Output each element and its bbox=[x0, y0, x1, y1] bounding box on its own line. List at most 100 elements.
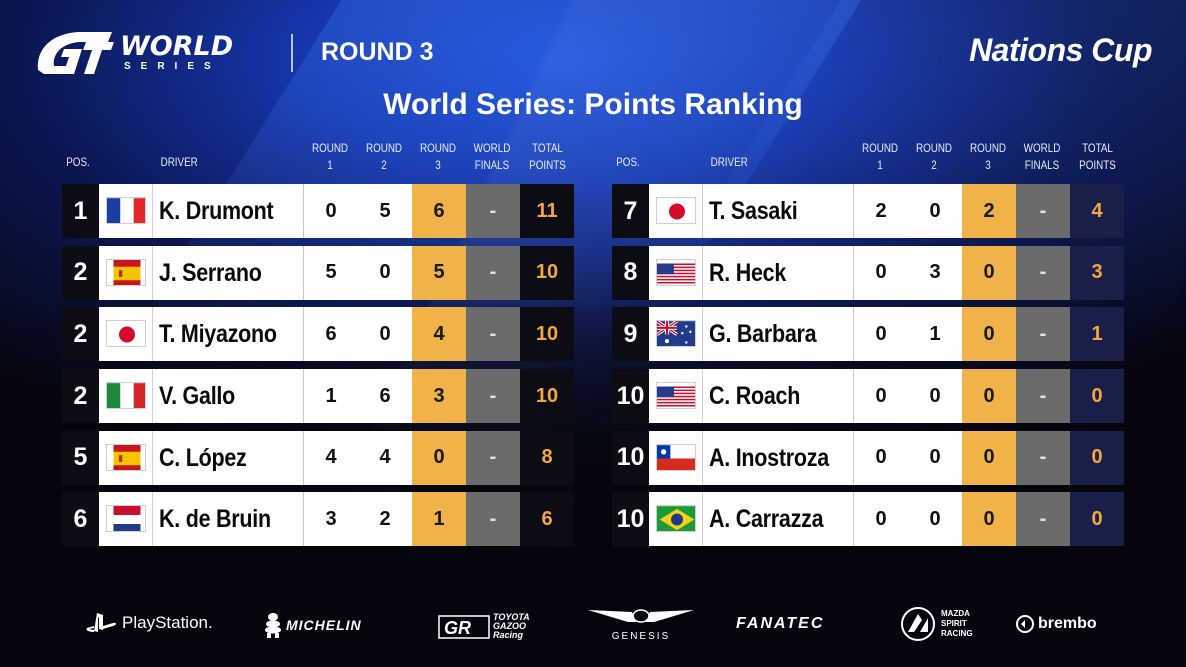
brembo-logo: brembo bbox=[1015, 614, 1097, 634]
total-points: 10 bbox=[520, 369, 574, 424]
total-points: 4 bbox=[1070, 184, 1124, 238]
table-row: 2 J. Serrano 5 0 5-10 bbox=[62, 245, 574, 300]
cell-divider bbox=[702, 184, 703, 238]
col-round3: ROUND 3 bbox=[969, 141, 1007, 172]
driver-cell: G. Barbara bbox=[649, 307, 853, 362]
driver-cell: T. Miyazono bbox=[99, 307, 303, 362]
driver-name: V. Gallo bbox=[159, 382, 236, 411]
cell-divider bbox=[303, 369, 304, 424]
round3-points: 3 bbox=[412, 369, 466, 424]
round3-points: 1 bbox=[412, 492, 466, 547]
table-row: 7 T. Sasaki 2 0 2-4 bbox=[612, 184, 1124, 238]
driver-cell: C. López bbox=[99, 430, 303, 485]
round2-points: 0 bbox=[908, 369, 962, 424]
logo-subtitle: SERIES bbox=[124, 61, 221, 72]
round1-points: 0 bbox=[854, 369, 908, 424]
cell-divider bbox=[702, 369, 703, 424]
usa-flag-icon bbox=[656, 258, 696, 286]
genesis-wings-icon bbox=[588, 609, 694, 623]
world-finals-points: - bbox=[466, 492, 520, 547]
driver-name: C. López bbox=[159, 443, 247, 472]
driver-cell: T. Sasaki bbox=[649, 184, 853, 238]
cell-divider bbox=[303, 430, 304, 485]
position-cell: 7 bbox=[612, 184, 649, 238]
round2-points: 0 bbox=[908, 430, 962, 485]
cell-divider bbox=[152, 184, 153, 238]
round2-points: 0 bbox=[908, 492, 962, 547]
col-driver: DRIVER bbox=[710, 155, 748, 169]
driver-name: R. Heck bbox=[709, 258, 787, 287]
driver-cell: J. Serrano bbox=[99, 245, 303, 300]
round3-points: 0 bbox=[962, 430, 1016, 485]
col-world-finals: WORLD FINALS bbox=[1023, 141, 1061, 172]
cell-divider bbox=[303, 245, 304, 300]
total-points: 1 bbox=[1070, 307, 1124, 362]
driver-name: A. Inostroza bbox=[709, 443, 829, 472]
round2-points: 0 bbox=[358, 307, 412, 362]
table-row: 10 C. Roach 0 0 0-0 bbox=[612, 369, 1124, 424]
driver-cell: K. de Bruin bbox=[99, 492, 303, 547]
round1-points: 4 bbox=[304, 430, 358, 485]
round3-points: 0 bbox=[962, 307, 1016, 362]
michelin-man-icon bbox=[265, 613, 281, 638]
round3-points: 0 bbox=[412, 430, 466, 485]
fanatec-logo: FANATEC bbox=[736, 615, 825, 632]
table-row: 1 K. Drumont 0 5 6-11 bbox=[62, 184, 574, 238]
cell-divider bbox=[702, 492, 703, 547]
round2-points: 6 bbox=[358, 369, 412, 424]
round1-points: 0 bbox=[304, 184, 358, 238]
chile-flag-icon bbox=[656, 443, 696, 471]
position-cell: 2 bbox=[62, 245, 99, 300]
position-cell: 6 bbox=[62, 492, 99, 547]
driver-name: A. Carrazza bbox=[709, 505, 824, 534]
world-finals-points: - bbox=[466, 184, 520, 238]
japan-flag-icon bbox=[656, 197, 696, 224]
playstation-icon bbox=[86, 613, 116, 632]
australia-flag-icon bbox=[656, 320, 696, 348]
position-cell: 10 bbox=[612, 430, 649, 485]
total-points: 0 bbox=[1070, 430, 1124, 485]
position-cell: 2 bbox=[62, 369, 99, 424]
round3-points: 0 bbox=[962, 492, 1016, 547]
world-finals-points: - bbox=[466, 245, 520, 300]
cell-divider bbox=[702, 307, 703, 362]
col-total-points: TOTAL POINTS bbox=[1079, 141, 1116, 172]
round3-points: 5 bbox=[412, 245, 466, 300]
world-finals-points: - bbox=[1016, 369, 1070, 424]
table-row: 6 K. de Bruin 3 2 1-6 bbox=[62, 492, 574, 547]
round3-points: 6 bbox=[412, 184, 466, 238]
gt-logo-icon bbox=[37, 32, 114, 74]
driver-cell: K. Drumont bbox=[99, 184, 303, 238]
position-cell: 10 bbox=[612, 492, 649, 547]
spain-flag-icon bbox=[106, 258, 146, 286]
cell-divider bbox=[853, 492, 854, 547]
japan-flag-icon bbox=[106, 320, 146, 348]
driver-name: K. Drumont bbox=[159, 197, 274, 225]
round1-points: 1 bbox=[304, 369, 358, 424]
round1-points: 5 bbox=[304, 245, 358, 300]
header-divider bbox=[291, 34, 293, 72]
table-row: 2 V. Gallo 1 6 3-10 bbox=[62, 369, 574, 424]
cell-divider bbox=[303, 492, 304, 547]
page-title: World Series: Points Ranking bbox=[383, 88, 803, 121]
round3-points: 0 bbox=[962, 245, 1016, 300]
round2-points: 4 bbox=[358, 430, 412, 485]
world-finals-points: - bbox=[466, 430, 520, 485]
round2-points: 2 bbox=[358, 492, 412, 547]
cell-divider bbox=[152, 369, 153, 424]
event-title: Nations Cup bbox=[969, 32, 1152, 68]
world-finals-points: - bbox=[1016, 184, 1070, 238]
table-row: 2 T. Miyazono 6 0 4-10 bbox=[62, 307, 574, 362]
driver-name: J. Serrano bbox=[159, 258, 262, 287]
round1-points: 0 bbox=[854, 307, 908, 362]
table-header: POS. DRIVER ROUND 1 ROUND 2 ROUND 3 WORLD FI… bbox=[612, 140, 1124, 184]
col-round2: ROUND 2 bbox=[915, 141, 953, 172]
total-points: 0 bbox=[1070, 369, 1124, 424]
rows-right: 7 T. Sasaki 2 0 2-4 8 R. Heck 0 3 0-3 9 G. Barbara 0… bbox=[612, 184, 1124, 547]
round1-points: 0 bbox=[854, 492, 908, 547]
col-round2: ROUND 2 bbox=[365, 141, 403, 172]
cell-divider bbox=[853, 184, 854, 238]
round3-points: 2 bbox=[962, 184, 1016, 238]
driver-cell: A. Inostroza bbox=[649, 430, 853, 485]
round2-points: 0 bbox=[908, 184, 962, 238]
